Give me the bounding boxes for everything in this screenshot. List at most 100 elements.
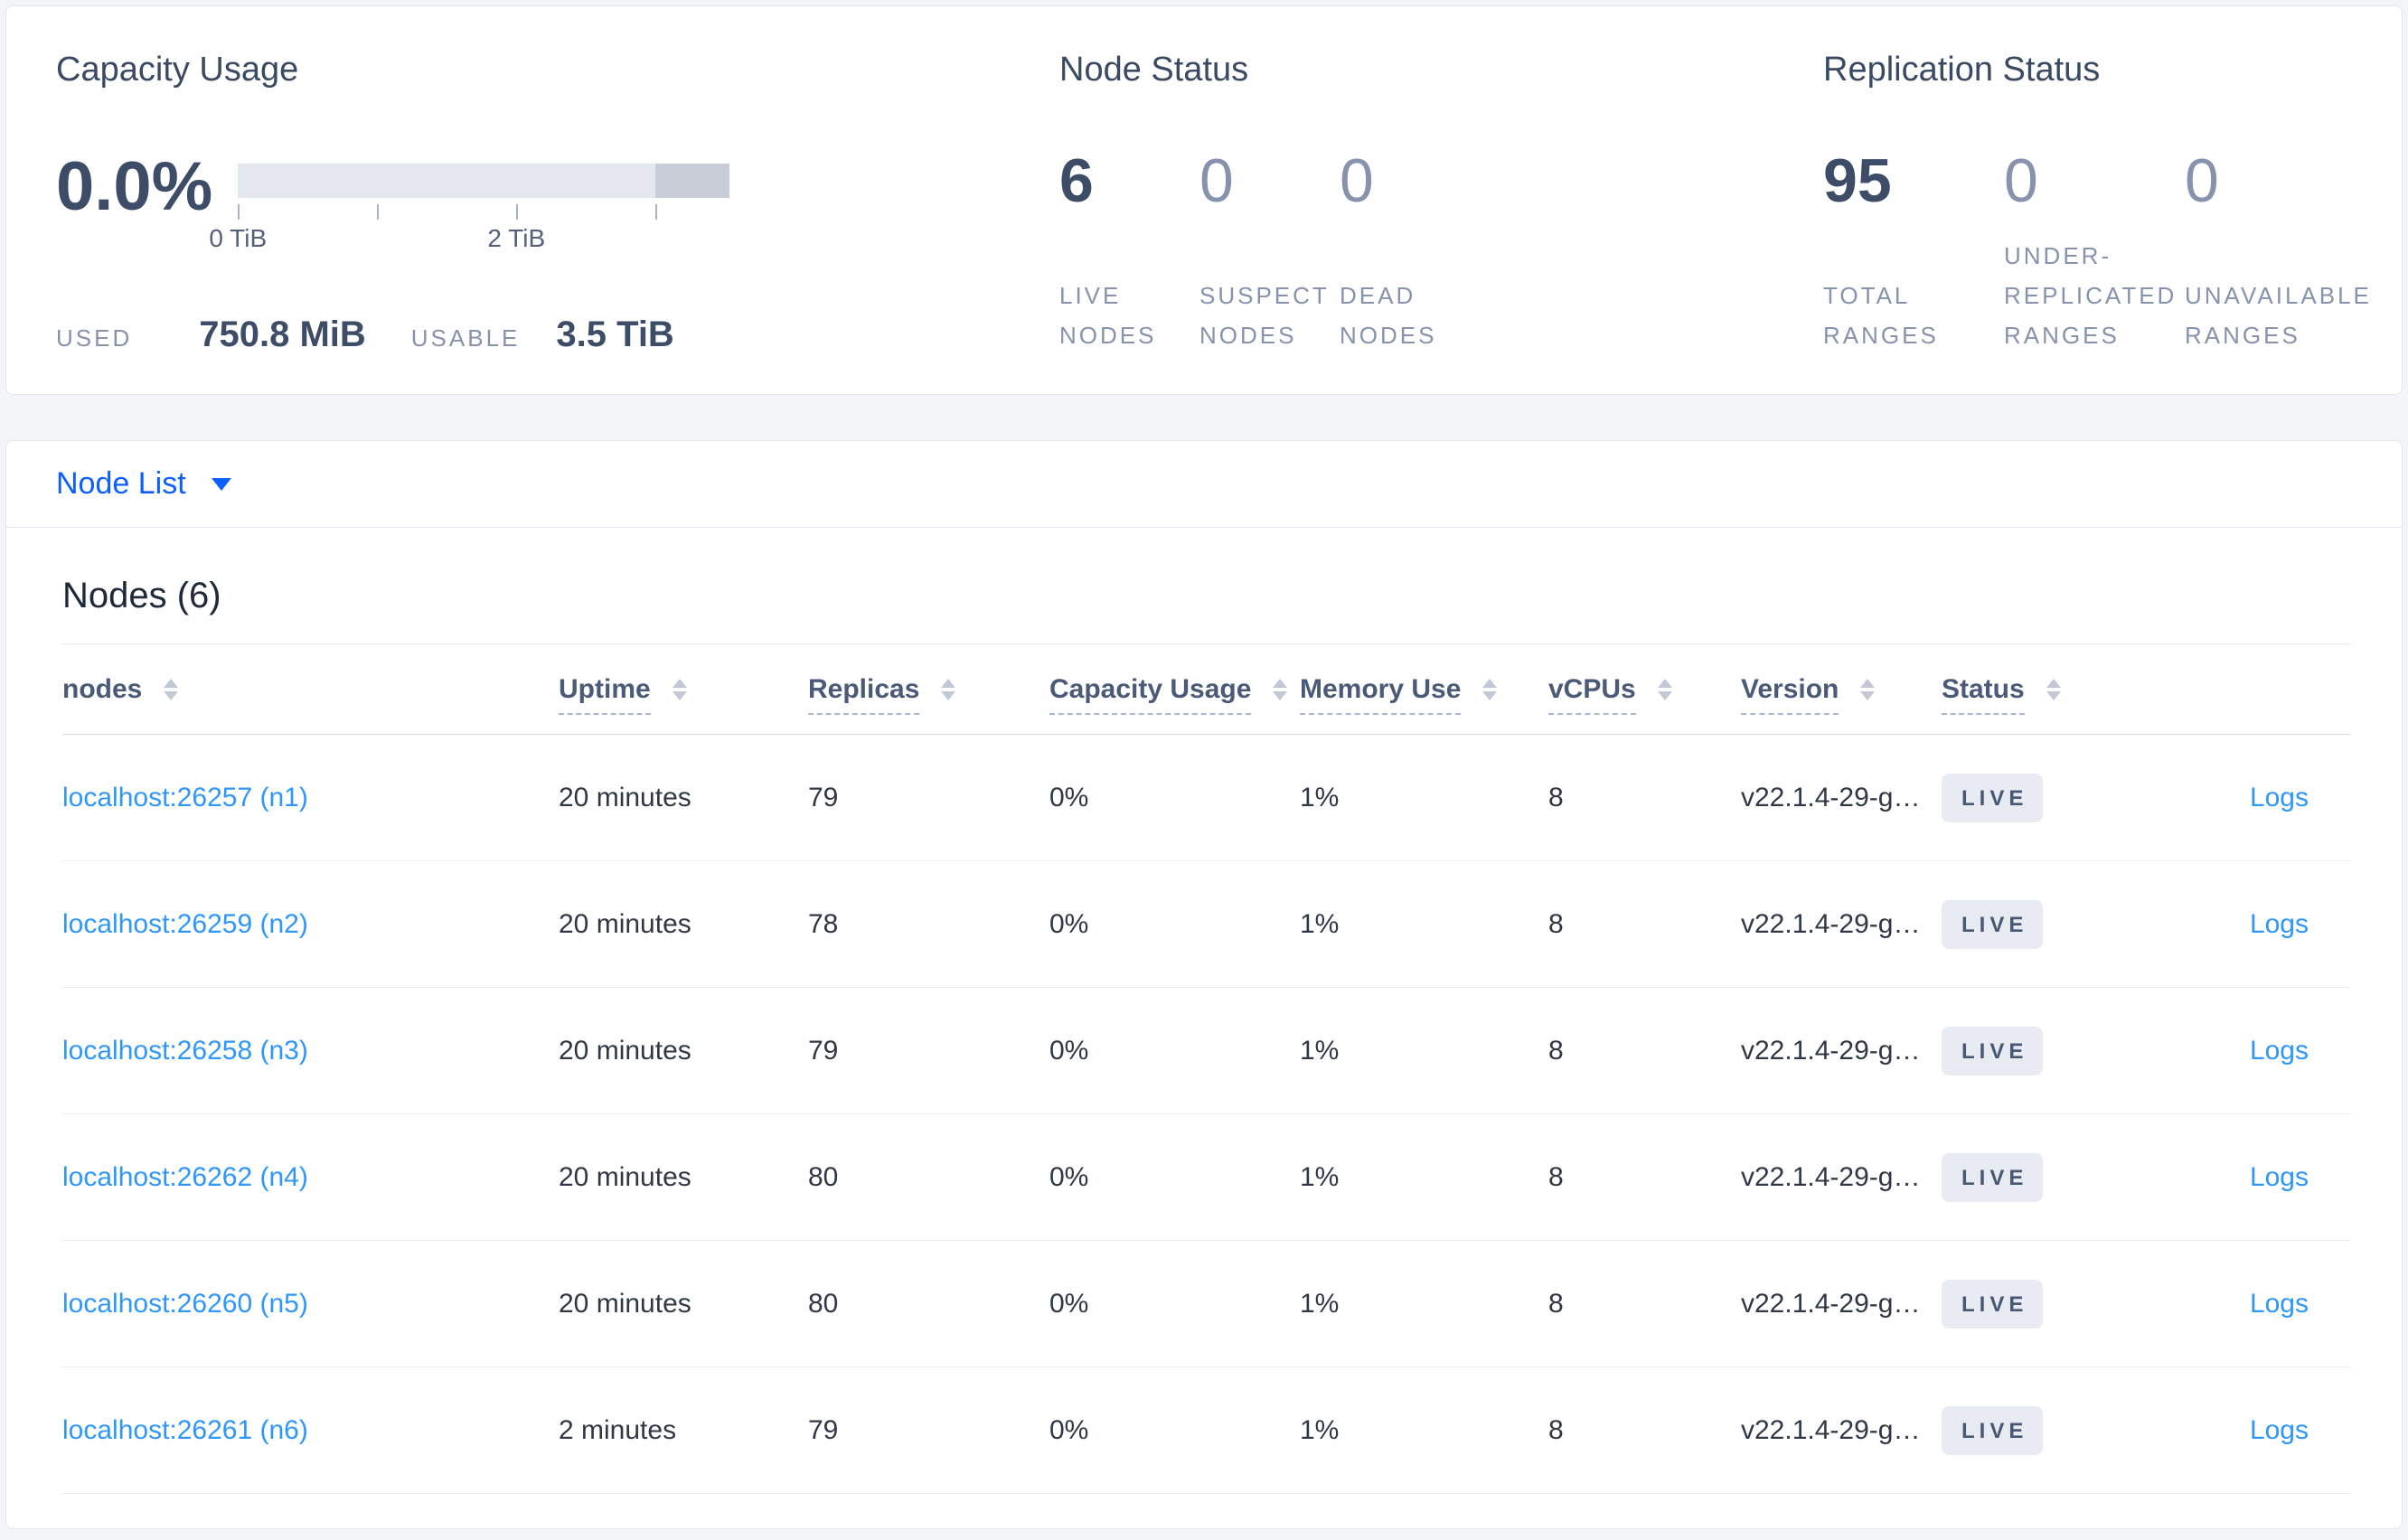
vcpus-cell: 8 [1548,908,1564,939]
capacity-usage-title: Capacity Usage [56,51,299,89]
under-replicated-ranges-value: 0 [2004,146,2038,215]
live-nodes-label: LIVE NODES [1059,282,1157,349]
column-header-replicas[interactable]: Replicas [808,674,1049,715]
capacity-gauge-bar-dark-segment [655,164,730,198]
node-status-section: Node Status 6 LIVE NODES 0 SUSPECT NODES… [1059,48,1480,355]
status-badge: LIVE [1942,1405,2044,1455]
replicas-cell: 80 [808,1288,839,1319]
suspect-nodes-value: 0 [1199,146,1234,215]
dead-nodes-value: 0 [1340,146,1374,215]
tick-label-0tib: 0 TiB [209,224,268,252]
column-header-status[interactable]: Status [1942,674,2149,715]
column-header-capacity-usage[interactable]: Capacity Usage [1049,674,1300,715]
vcpus-cell: 8 [1548,1161,1564,1192]
column-header-vcpus[interactable]: vCPUs [1548,674,1741,715]
uptime-cell: 20 minutes [559,1288,691,1319]
uptime-cell: 20 minutes [559,1161,691,1192]
sort-icon[interactable] [1860,678,1876,700]
node-list-dropdown[interactable]: Node List [6,441,2402,528]
column-header-uptime[interactable]: Uptime [559,674,808,715]
capacity-cell: 0% [1049,1288,1089,1319]
replication-status-title: Replication Status [1823,51,2101,89]
memory-cell: 1% [1300,908,1340,939]
live-nodes-value: 6 [1059,146,1094,215]
chevron-down-icon [211,477,231,491]
uptime-cell: 2 minutes [559,1414,677,1445]
status-badge: LIVE [1942,899,2044,949]
sort-icon[interactable] [2046,678,2061,700]
capacity-cell: 0% [1049,782,1089,812]
uptime-cell: 20 minutes [559,908,691,939]
dead-nodes-stat: 0 DEAD NODES [1340,149,1480,355]
memory-cell: 1% [1300,782,1340,812]
replicas-cell: 78 [808,908,839,939]
capacity-cell: 0% [1049,1161,1089,1192]
version-cell: v22.1.4-29-g… [1741,1161,1921,1192]
memory-cell: 1% [1300,1035,1340,1066]
table-row: localhost:26261 (n6) 2 minutes 79 0% 1% … [62,1367,2351,1494]
capacity-cell: 0% [1049,1414,1089,1445]
node-link[interactable]: localhost:26258 (n3) [62,1035,308,1066]
uptime-cell: 20 minutes [559,782,691,812]
table-row: localhost:26260 (n5) 20 minutes 80 0% 1%… [62,1241,2351,1367]
version-cell: v22.1.4-29-g… [1741,1288,1921,1319]
replicas-cell: 80 [808,1161,839,1192]
under-replicated-ranges-stat: 0 UNDER-REPLICATED RANGES [2004,149,2185,355]
dead-nodes-label: DEAD NODES [1340,282,1437,349]
logs-link[interactable]: Logs [2249,782,2309,812]
vcpus-cell: 8 [1548,1288,1564,1319]
sort-icon[interactable] [1482,678,1498,700]
cluster-overview-panel: Capacity Usage 0.0% 0 TiB 2 TiB [5,5,2403,395]
logs-link[interactable]: Logs [2249,1035,2309,1066]
capacity-gauge: 0 TiB 2 TiB [209,164,730,257]
vcpus-cell: 8 [1548,1035,1564,1066]
logs-link[interactable]: Logs [2249,1414,2309,1445]
version-cell: v22.1.4-29-g… [1741,782,1921,812]
total-ranges-stat: 95 TOTAL RANGES [1823,149,2004,355]
logs-link[interactable]: Logs [2249,908,2309,939]
node-list-panel: Node List Nodes (6) nodes Uptime Replica… [5,440,2403,1529]
node-link[interactable]: localhost:26262 (n4) [62,1161,308,1192]
replicas-cell: 79 [808,1035,839,1066]
node-status-title: Node Status [1059,51,1249,89]
table-row: localhost:26257 (n1) 20 minutes 79 0% 1%… [62,735,2351,861]
version-cell: v22.1.4-29-g… [1741,1035,1921,1066]
suspect-nodes-stat: 0 SUSPECT NODES [1199,149,1340,355]
sort-icon[interactable] [1273,678,1288,700]
node-link[interactable]: localhost:26259 (n2) [62,908,308,939]
live-nodes-stat: 6 LIVE NODES [1059,149,1199,355]
status-badge: LIVE [1942,1279,2044,1329]
logs-link[interactable]: Logs [2249,1288,2309,1319]
total-ranges-label: TOTAL RANGES [1823,282,1939,349]
node-link[interactable]: localhost:26260 (n5) [62,1288,308,1319]
node-link[interactable]: localhost:26261 (n6) [62,1414,308,1445]
node-link[interactable]: localhost:26257 (n1) [62,782,308,812]
capacity-gauge-tick-labels: 0 TiB 2 TiB [209,224,729,257]
status-badge: LIVE [1942,1152,2044,1202]
column-header-memory-use[interactable]: Memory Use [1300,674,1548,715]
column-header-nodes[interactable]: nodes [62,674,559,705]
memory-cell: 1% [1300,1161,1340,1192]
unavailable-ranges-stat: 0 UNAVAILABLE RANGES [2185,149,2369,355]
capacity-gauge-ticks [238,204,729,221]
uptime-cell: 20 minutes [559,1035,691,1066]
capacity-percent-value: 0.0% [56,148,213,225]
vcpus-cell: 8 [1548,1414,1564,1445]
sort-icon[interactable] [941,678,956,700]
sort-icon[interactable] [164,678,179,700]
column-header-version[interactable]: Version [1741,674,1942,715]
table-row: localhost:26258 (n3) 20 minutes 79 0% 1%… [62,988,2351,1114]
replicas-cell: 79 [808,1414,839,1445]
sort-icon[interactable] [1657,678,1672,700]
node-list-dropdown-label[interactable]: Node List [56,466,186,501]
under-replicated-ranges-label: UNDER-REPLICATED RANGES [2004,242,2178,349]
logs-link[interactable]: Logs [2249,1161,2309,1192]
version-cell: v22.1.4-29-g… [1741,1414,1921,1445]
sort-icon[interactable] [672,678,687,700]
status-badge: LIVE [1942,773,2044,822]
capacity-usage-section: Capacity Usage 0.0% 0 TiB 2 TiB [56,48,1014,355]
suspect-nodes-label: SUSPECT NODES [1199,282,1330,349]
capacity-cell: 0% [1049,1035,1089,1066]
memory-cell: 1% [1300,1288,1340,1319]
version-cell: v22.1.4-29-g… [1741,908,1921,939]
